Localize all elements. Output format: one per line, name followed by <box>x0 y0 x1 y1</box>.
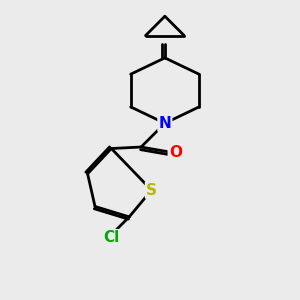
Text: O: O <box>169 146 182 160</box>
Text: N: N <box>158 116 171 131</box>
Text: S: S <box>146 183 157 198</box>
Text: Cl: Cl <box>103 230 119 245</box>
